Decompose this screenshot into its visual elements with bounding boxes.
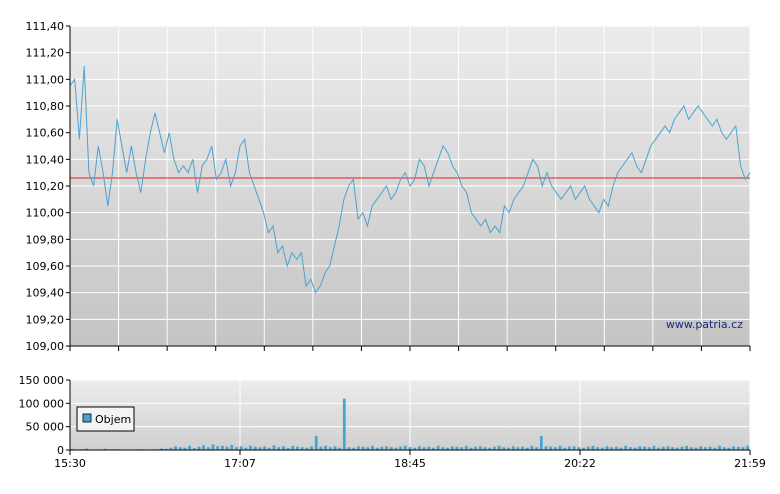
volume-bar — [371, 446, 374, 450]
price-y-tick-label: 109,40 — [26, 287, 65, 300]
volume-bar — [240, 446, 243, 450]
volume-bar — [512, 446, 515, 450]
legend-label: Objem — [95, 413, 131, 426]
volume-bar — [638, 446, 641, 450]
price-x-ticks — [70, 346, 750, 351]
volume-panel: 0 50 000 100 000 150 000 15:30 17:07 18:45 20:… — [19, 374, 766, 470]
volume-bar — [249, 446, 252, 450]
volume-bar — [451, 446, 454, 450]
volume-bar — [418, 446, 421, 450]
volume-bar — [732, 446, 735, 450]
volume-bar — [531, 446, 534, 450]
volume-bar — [315, 436, 318, 450]
volume-bar — [357, 446, 360, 450]
price-panel: 109,00 109,20 109,40 109,60 109,80 110,00 110,… — [26, 20, 751, 353]
price-y-tick-label: 109,80 — [26, 233, 65, 246]
price-y-tick-label: 111,40 — [26, 20, 65, 33]
volume-y-tick-label: 0 — [57, 444, 64, 457]
volume-bar — [385, 446, 388, 450]
volume-bar — [479, 446, 482, 450]
volume-bar — [592, 446, 595, 450]
volume-bar — [404, 446, 407, 450]
legend-swatch — [83, 414, 91, 422]
price-y-tick-label: 110,60 — [26, 127, 65, 140]
volume-x-tick-label: 18:45 — [394, 457, 426, 470]
volume-bar — [273, 445, 276, 450]
volume-x-ticks: 15:30 17:07 18:45 20:22 21:59 — [54, 450, 766, 470]
volume-bar — [324, 446, 327, 450]
price-y-tick-label: 111,00 — [26, 73, 65, 86]
volume-bar — [310, 446, 313, 450]
volume-bar — [498, 446, 501, 450]
volume-bar — [624, 446, 627, 450]
volume-bar — [540, 436, 543, 450]
volume-bar — [282, 446, 285, 450]
volume-bar — [699, 446, 702, 450]
volume-x-tick-label: 20:22 — [564, 457, 596, 470]
volume-bar — [746, 446, 749, 450]
volume-bar — [188, 446, 191, 450]
volume-x-tick-label: 15:30 — [54, 457, 86, 470]
volume-x-tick-label: 21:59 — [734, 457, 766, 470]
volume-bar — [718, 446, 721, 450]
volume-bar — [230, 445, 233, 450]
volume-bar — [437, 446, 440, 450]
price-y-tick-label: 110,80 — [26, 100, 65, 113]
volume-bar — [573, 446, 576, 450]
volume-bar — [545, 446, 548, 450]
volume-bar — [212, 444, 215, 450]
volume-bar — [334, 446, 337, 450]
volume-bar — [653, 446, 656, 450]
volume-legend: Objem — [77, 407, 134, 431]
price-y-tick-label: 109,20 — [26, 313, 65, 326]
volume-bar — [465, 446, 468, 450]
price-y-tick-label: 109,60 — [26, 260, 65, 273]
volume-bar — [202, 445, 205, 450]
volume-y-ticks: 0 50 000 100 000 150 000 — [19, 374, 71, 457]
price-y-tick-label: 109,00 — [26, 340, 65, 353]
volume-bar — [606, 446, 609, 450]
price-y-tick-label: 111,20 — [26, 47, 65, 60]
price-y-tick-label: 110,00 — [26, 207, 65, 220]
price-y-ticks: 109,00 109,20 109,40 109,60 109,80 110,00 110,… — [26, 20, 71, 353]
volume-y-tick-label: 100 000 — [19, 397, 65, 410]
watermark: www.patria.cz — [666, 318, 743, 331]
volume-bar — [216, 446, 219, 450]
volume-bar — [667, 446, 670, 450]
price-y-tick-label: 110,20 — [26, 180, 65, 193]
volume-bar — [685, 446, 688, 450]
volume-y-tick-label: 50 000 — [26, 421, 65, 434]
volume-bar — [291, 446, 294, 450]
volume-bar — [174, 446, 177, 450]
volume-x-tick-label: 17:07 — [224, 457, 256, 470]
volume-bar — [559, 446, 562, 450]
volume-bar — [343, 399, 346, 450]
volume-bar — [221, 446, 224, 450]
volume-bar — [263, 446, 266, 450]
price-y-tick-label: 110,40 — [26, 153, 65, 166]
volume-y-tick-label: 150 000 — [19, 374, 65, 387]
